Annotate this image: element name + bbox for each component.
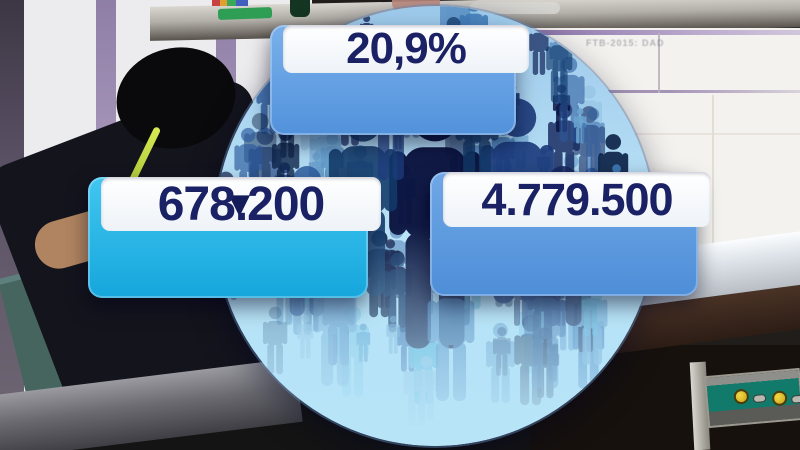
grey-button: [752, 393, 767, 404]
shelf-object: [470, 2, 560, 14]
total-parados-value: 4.779.500: [443, 172, 711, 227]
camera-timestamp-text: FTB-2015: DAD: [586, 38, 665, 48]
dishwasher-control-panel: [703, 367, 800, 429]
yellow-button: [771, 390, 788, 407]
tile-grout-line: [600, 133, 800, 135]
grey-button: [790, 394, 800, 404]
tasa-paro-value: 20,9%: [283, 24, 529, 73]
parados-2015-number: 678.200: [157, 177, 326, 231]
yellow-button: [733, 388, 750, 405]
parados-2015-card: Parados 2015 ▼ 678.200: [88, 177, 381, 298]
total-parados-card: Total parados 4.779.500: [430, 172, 711, 296]
down-triangle-icon: ▼: [221, 183, 258, 224]
tasa-paro-card: Tasa paro 20,9%: [270, 24, 529, 135]
shelf-shadow-line: [512, 30, 800, 35]
wall-trim-line: [512, 90, 800, 93]
parados-2015-value: ▼ 678.200: [101, 177, 381, 231]
knife-rack-colors: [212, 0, 248, 6]
wall-divider: [658, 33, 660, 93]
dark-bottle: [290, 0, 310, 17]
tile-grout-line: [712, 95, 714, 270]
